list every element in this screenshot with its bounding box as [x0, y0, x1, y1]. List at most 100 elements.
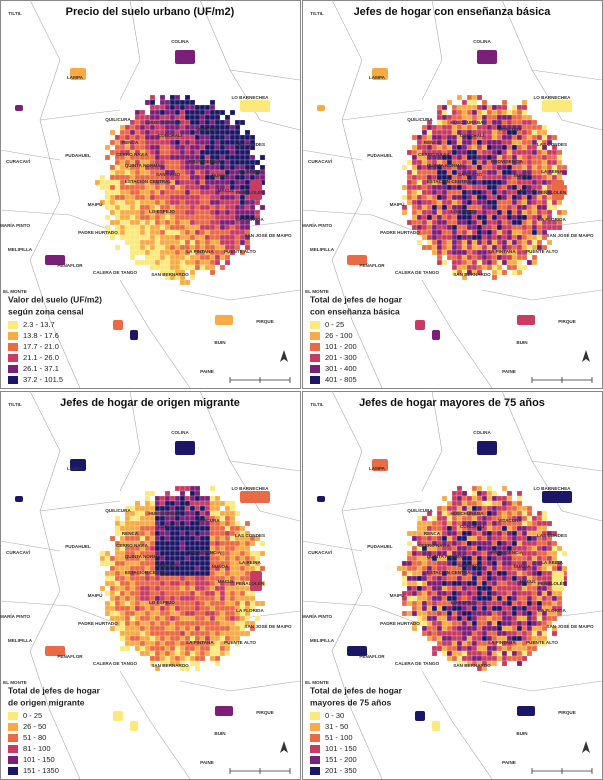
census-zone — [159, 650, 166, 657]
census-zone — [441, 590, 448, 597]
census-zone — [109, 605, 116, 612]
census-zone — [209, 630, 216, 637]
census-zone — [511, 540, 518, 547]
census-zone — [159, 199, 166, 206]
census-zone — [129, 209, 136, 216]
census-zone — [239, 174, 246, 181]
census-zone — [209, 645, 216, 652]
census-zone — [229, 124, 236, 131]
census-zone — [431, 199, 438, 206]
census-zone — [159, 229, 166, 236]
census-zone — [466, 515, 473, 522]
census-zone — [229, 525, 236, 532]
census-zone — [451, 189, 458, 196]
census-zone — [546, 224, 553, 231]
census-zone — [129, 189, 136, 196]
census-zone — [511, 214, 518, 221]
census-zone — [541, 640, 548, 647]
census-zone — [189, 555, 196, 562]
census-zone — [239, 159, 246, 166]
census-zone — [174, 219, 181, 226]
census-zone — [516, 490, 523, 497]
census-zone — [189, 500, 196, 507]
census-zone — [536, 620, 543, 627]
census-zone — [461, 640, 468, 647]
census-zone — [496, 600, 503, 607]
census-zone — [129, 590, 136, 597]
census-zone — [496, 625, 503, 632]
census-zone — [516, 269, 523, 276]
census-zone — [189, 615, 196, 622]
census-zone — [169, 575, 176, 582]
commune-label: PEÑALOLÉN — [538, 579, 567, 586]
census-zone — [249, 605, 256, 612]
census-zone — [124, 615, 131, 622]
census-zone — [491, 134, 498, 141]
census-zone — [244, 204, 251, 211]
census-zone — [476, 625, 483, 632]
census-zone — [129, 585, 136, 592]
census-zone — [456, 194, 463, 201]
census-zone — [431, 520, 438, 527]
census-zone — [189, 274, 196, 281]
legend-swatch — [310, 376, 320, 384]
census-zone — [501, 184, 508, 191]
census-zone — [431, 580, 438, 587]
census-zone — [124, 590, 131, 597]
census-zone — [541, 159, 548, 166]
census-zone — [436, 234, 443, 241]
census-zone — [184, 169, 191, 176]
census-zone — [109, 149, 116, 156]
census-zone — [541, 565, 548, 572]
commune-label: SAN BERNARDO — [151, 663, 189, 668]
census-zone — [451, 535, 458, 542]
census-zone — [229, 164, 236, 171]
census-zone — [516, 500, 523, 507]
census-zone — [411, 555, 418, 562]
census-zone — [506, 139, 513, 146]
census-zone — [234, 174, 241, 181]
census-zone — [411, 169, 418, 176]
census-zone — [179, 595, 186, 602]
census-zone — [244, 590, 251, 597]
census-zone — [436, 189, 443, 196]
census-zone — [461, 620, 468, 627]
census-zone — [214, 640, 221, 647]
census-zone — [159, 540, 166, 547]
census-zone — [531, 119, 538, 126]
census-zone — [119, 560, 126, 567]
census-zone — [229, 249, 236, 256]
census-zone — [541, 224, 548, 231]
census-zone — [114, 565, 121, 572]
census-zone — [219, 199, 226, 206]
census-zone — [441, 635, 448, 642]
census-zone — [199, 224, 206, 231]
census-zone — [471, 124, 478, 131]
census-zone — [134, 585, 141, 592]
census-zone — [441, 535, 448, 542]
census-zone — [521, 585, 528, 592]
census-zone — [416, 585, 423, 592]
census-zone — [476, 485, 483, 492]
census-zone — [451, 259, 458, 266]
census-zone — [224, 605, 231, 612]
census-zone — [114, 144, 121, 151]
census-zone — [496, 219, 503, 226]
census-zone — [411, 199, 418, 206]
census-zone — [124, 219, 131, 226]
census-zone — [189, 99, 196, 106]
census-zone — [124, 234, 131, 241]
census-zone — [451, 169, 458, 176]
census-zone — [471, 645, 478, 652]
census-zone — [466, 605, 473, 612]
census-zone — [239, 224, 246, 231]
census-zone — [411, 214, 418, 221]
census-zone — [109, 209, 116, 216]
census-zone — [491, 109, 498, 116]
census-zone — [456, 620, 463, 627]
census-zone — [436, 109, 443, 116]
census-zone — [224, 159, 231, 166]
census-zone — [194, 119, 201, 126]
census-zone — [446, 189, 453, 196]
census-zone — [531, 254, 538, 261]
